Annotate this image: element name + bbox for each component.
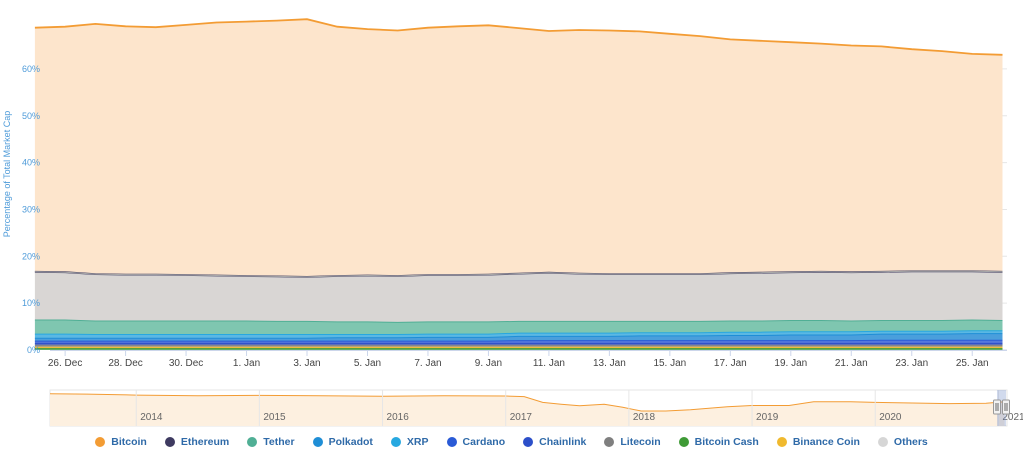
navigator[interactable]: 2014 2015 2016 2017 2018 2019 2020 2021 [49,389,1023,427]
x-tick-label: 23. Jan [895,358,928,369]
area-band-others [34,271,1003,323]
legend-item-binance-coin[interactable]: Binance Coin [776,436,860,448]
y-tick-label: 50% [22,111,40,121]
x-tick-label: 7. Jan [414,358,441,369]
y-axis-ticks: 0% 10% 20% 30% 40% 50% 60% [22,64,40,355]
x-tick-label: 13. Jan [593,358,626,369]
x-axis-ticks: 26. Dec 28. Dec 30. Dec 1. Jan 3. Jan 5. Jan 7… [48,350,1007,369]
legend-marker-icon [390,437,401,447]
legend-label: Ethereum [180,436,230,448]
legend-label: Tether [263,436,295,448]
x-tick-label: 15. Jan [653,358,686,369]
legend-marker-icon [95,437,106,447]
legend-item-ethereum[interactable]: Ethereum [164,436,230,448]
area-band-bitcoin [34,19,1003,277]
x-tick-label: 21. Jan [835,358,868,369]
navigator-year-label: 2019 [756,412,779,423]
legend-marker-icon [446,437,457,447]
x-tick-label: 5. Jan [354,358,381,369]
series-line-xrp [34,330,1003,335]
legend-item-bitcoin[interactable]: Bitcoin [95,436,147,448]
legend-item-chainlink[interactable]: Chainlink [523,436,586,448]
y-tick-label: 20% [22,251,40,261]
navigator-selection[interactable] [997,390,1006,426]
legend-item-tether[interactable]: Tether [247,436,295,448]
series-line-bitcoin [34,18,1003,56]
legend-marker-icon [604,437,615,447]
legend-label: Bitcoin Cash [694,436,759,448]
legend-marker-icon [776,437,787,447]
legend-item-polkadot[interactable]: Polkadot [312,436,373,448]
legend-item-cardano[interactable]: Cardano [446,436,506,448]
legend-marker-icon [312,437,323,447]
legend-item-litecoin[interactable]: Litecoin [604,436,661,448]
legend-label: Bitcoin [111,436,147,448]
y-tick-label: 0% [27,345,40,355]
y-tick-label: 10% [22,298,40,308]
series-line-cardano [34,339,1003,342]
legend-label: Binance Coin [792,436,860,448]
legend-item-bitcoin-cash[interactable]: Bitcoin Cash [678,436,759,448]
x-tick-label: 25. Jan [956,358,989,369]
navigator-line [49,393,1005,412]
chart-legend: Bitcoin Ethereum Tether Polkadot XRP Cardano C… [0,432,1023,452]
navigator-year-label: 2014 [140,412,163,423]
y-tick-label: 30% [22,204,40,214]
legend-marker-icon [164,437,175,447]
series-line-others [34,270,1003,278]
legend-label: Cardano [462,436,506,448]
x-tick-label: 19. Jan [774,358,807,369]
navigator-area [50,393,1005,426]
legend-label: Others [893,436,928,448]
y-tick-label: 60% [22,64,40,74]
legend-marker-icon [247,437,258,447]
navigator-year-label: 2020 [879,412,902,423]
navigator-handle-right[interactable] [1002,399,1010,415]
x-tick-label: 9. Jan [475,358,502,369]
legend-marker-icon [678,437,689,447]
y-axis-label: Percentage of Total Market Cap [2,111,12,237]
x-tick-label: 26. Dec [48,358,82,369]
legend-item-others[interactable]: Others [877,436,928,448]
x-tick-label: 30. Dec [169,358,203,369]
y-tick-label: 40% [22,158,40,168]
legend-marker-icon [523,437,534,447]
x-tick-label: 1. Jan [233,358,260,369]
navigator-year-label: 2017 [510,412,533,423]
navigator-handle-left[interactable] [993,399,1001,415]
legend-label: Chainlink [539,436,587,448]
area-band-tether [34,320,1003,335]
navigator-year-label: 2015 [263,412,286,423]
legend-marker-icon [877,437,888,447]
x-tick-label: 11. Jan [533,358,565,369]
legend-label: XRP [406,436,429,448]
area-band-polkadot [34,333,1003,342]
legend-label: Litecoin [620,436,661,448]
x-tick-label: 3. Jan [293,358,320,369]
legend-label: Polkadot [328,436,373,448]
x-tick-label: 17. Jan [714,358,747,369]
navigator-year-label: 2018 [633,412,656,423]
legend-item-xrp[interactable]: XRP [390,436,429,448]
chart-canvas: 0% 10% 20% 30% 40% 50% 60% 26. Dec 28. Dec 30. D… [2,18,1023,427]
x-tick-label: 28. Dec [108,358,142,369]
series-line-tether [34,319,1003,323]
area-series [34,18,1003,350]
series-line-polkadot [34,333,1003,339]
navigator-year-label: 2021 [1002,412,1023,423]
navigator-year-label: 2016 [387,412,410,423]
